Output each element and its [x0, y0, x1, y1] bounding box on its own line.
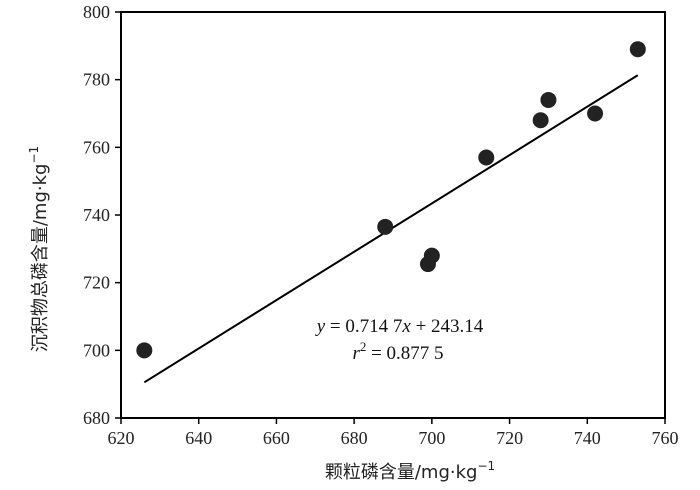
- plot-frame: [120, 11, 666, 419]
- y-tick-label: 760: [83, 137, 110, 157]
- x-tick-label: 660: [263, 428, 290, 448]
- x-tick-label: 680: [341, 428, 368, 448]
- y-tick-label: 780: [83, 70, 110, 90]
- data-point: [478, 149, 495, 166]
- equation-line-1: y = 0.714 7x + 243.14: [315, 316, 484, 337]
- x-tick-label: 700: [418, 428, 445, 448]
- data-point: [540, 91, 557, 108]
- x-tick-label: 720: [496, 428, 523, 448]
- data-point: [377, 218, 394, 235]
- data-point: [423, 247, 440, 264]
- y-axis-ticks: 680 700 720 740 760 780 800: [83, 2, 121, 428]
- y-tick-label: 740: [83, 205, 110, 225]
- data-point: [532, 112, 549, 129]
- x-tick-label: 740: [574, 428, 601, 448]
- x-tick-label: 760: [652, 428, 679, 448]
- x-tick-label: 620: [108, 428, 135, 448]
- x-axis-ticks: 620 640 660 680 700 720 740 760: [108, 418, 679, 448]
- data-point: [629, 41, 646, 58]
- data-point: [587, 105, 604, 122]
- x-tick-label: 640: [185, 428, 212, 448]
- data-point: [136, 342, 153, 359]
- y-tick-label: 680: [83, 408, 110, 428]
- y-axis-title: 沉积物总磷含量/mg·kg−1: [27, 146, 51, 352]
- equation-line-2: r2 = 0.877 5: [352, 339, 443, 364]
- data-points: [136, 41, 646, 359]
- y-tick-label: 800: [83, 2, 110, 22]
- y-tick-label: 700: [83, 340, 110, 360]
- x-axis-title: 颗粒磷含量/mg·kg−1: [325, 459, 495, 483]
- y-tick-label: 720: [83, 273, 110, 293]
